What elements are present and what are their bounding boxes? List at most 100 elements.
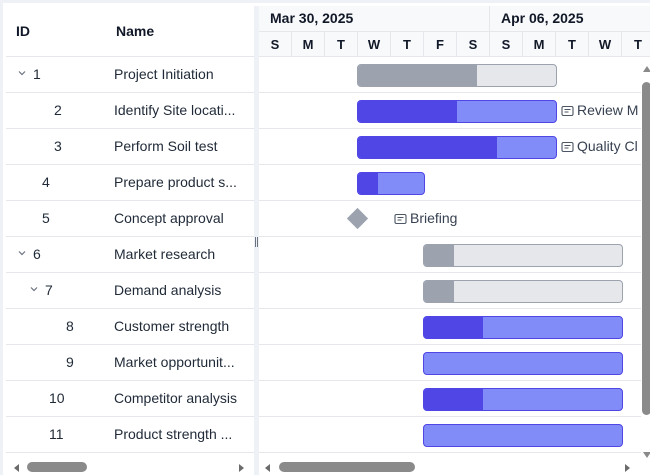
task-name: Customer strength bbox=[114, 318, 230, 334]
timeline-day: S bbox=[259, 32, 292, 57]
task-grid: ID Name 1 Project Initiation 2 Identify Sit… bbox=[6, 6, 254, 475]
task-id: 11 bbox=[49, 426, 64, 442]
task-id: 5 bbox=[42, 210, 50, 226]
table-row[interactable]: 7 Demand analysis bbox=[6, 273, 254, 309]
splitter[interactable] bbox=[254, 6, 259, 475]
chart-row bbox=[259, 417, 641, 453]
chart-row: Briefing bbox=[259, 201, 641, 237]
table-row[interactable]: 4 Prepare product s... bbox=[6, 165, 254, 201]
parent-task-bar[interactable] bbox=[423, 280, 623, 303]
table-row[interactable]: 6 Market research bbox=[6, 237, 254, 273]
note-icon bbox=[561, 140, 574, 153]
task-name: Prepare product s... bbox=[114, 174, 237, 190]
table-row[interactable]: 2 Identify Site locati... bbox=[6, 93, 254, 129]
task-name: Product strength ... bbox=[114, 426, 233, 442]
task-label: Review M bbox=[561, 102, 638, 118]
chart-row bbox=[259, 381, 641, 417]
chart-row bbox=[259, 165, 641, 201]
scroll-down-icon[interactable] bbox=[643, 452, 650, 458]
task-bar[interactable] bbox=[357, 172, 425, 195]
task-bar[interactable] bbox=[423, 424, 623, 447]
timeline-day: S bbox=[457, 32, 490, 57]
task-name: Demand analysis bbox=[114, 282, 222, 298]
task-bar[interactable] bbox=[357, 136, 557, 159]
grid-body: 1 Project Initiation 2 Identify Site locati… bbox=[6, 57, 254, 453]
table-row[interactable]: 10 Competitor analysis bbox=[6, 381, 254, 417]
task-name: Competitor analysis bbox=[114, 390, 237, 406]
timeline-day: W bbox=[589, 32, 622, 57]
timeline-day: T bbox=[325, 32, 358, 57]
parent-task-bar[interactable] bbox=[357, 64, 557, 87]
scroll-left-icon[interactable] bbox=[265, 464, 270, 472]
column-header-name[interactable]: Name bbox=[116, 23, 155, 39]
task-name: Identify Site locati... bbox=[114, 102, 236, 118]
vertical-scroll-thumb[interactable] bbox=[642, 82, 650, 415]
progress-fill bbox=[358, 173, 378, 194]
chart-row bbox=[259, 345, 641, 381]
task-bar[interactable] bbox=[423, 316, 623, 339]
note-icon bbox=[561, 104, 574, 117]
parent-task-bar[interactable] bbox=[423, 244, 623, 267]
task-name: Concept approval bbox=[114, 210, 224, 226]
task-id: 3 bbox=[54, 138, 62, 154]
chart-row bbox=[259, 237, 641, 273]
scroll-up-icon[interactable] bbox=[643, 66, 650, 72]
timeline-day: T bbox=[391, 32, 424, 57]
vertical-scrollbar[interactable] bbox=[641, 57, 650, 465]
task-id: 9 bbox=[66, 354, 74, 370]
table-row[interactable]: 3 Perform Soil test bbox=[6, 129, 254, 165]
chart-row: Quality Cl bbox=[259, 129, 641, 165]
progress-fill bbox=[424, 281, 454, 302]
chevron-down-icon[interactable] bbox=[17, 68, 27, 78]
milestone-diamond[interactable] bbox=[346, 207, 369, 230]
chevron-down-icon[interactable] bbox=[17, 248, 27, 258]
task-bar[interactable] bbox=[423, 388, 623, 411]
task-id: 4 bbox=[42, 174, 50, 190]
task-id: 10 bbox=[49, 390, 65, 406]
scroll-left-icon[interactable] bbox=[14, 464, 19, 472]
note-icon bbox=[394, 212, 407, 225]
chevron-down-icon[interactable] bbox=[29, 284, 39, 294]
task-id: 6 bbox=[33, 246, 41, 262]
chart-row bbox=[259, 273, 641, 309]
task-id: 2 bbox=[54, 102, 62, 118]
progress-fill bbox=[424, 389, 484, 410]
chart-body: Review M Quality Cl Briefing bbox=[259, 57, 641, 453]
timeline-day: T bbox=[556, 32, 589, 57]
task-name: Market opportunit... bbox=[114, 354, 235, 370]
timeline-day: S bbox=[490, 32, 523, 57]
task-bar[interactable] bbox=[357, 100, 557, 123]
table-row[interactable]: 11 Product strength ... bbox=[6, 417, 254, 453]
timeline-week: Mar 30, 2025 bbox=[259, 6, 490, 32]
task-bar[interactable] bbox=[423, 352, 623, 375]
scroll-right-icon[interactable] bbox=[239, 464, 244, 472]
progress-fill bbox=[424, 317, 484, 338]
chart-row bbox=[259, 309, 641, 345]
grid-horizontal-scrollbar[interactable] bbox=[6, 461, 254, 475]
progress-fill bbox=[358, 101, 457, 122]
grid-scroll-thumb[interactable] bbox=[27, 462, 87, 472]
table-row[interactable]: 1 Project Initiation bbox=[6, 57, 254, 93]
task-id: 8 bbox=[66, 318, 74, 334]
table-row[interactable]: 9 Market opportunit... bbox=[6, 345, 254, 381]
chart-row bbox=[259, 57, 641, 93]
table-row[interactable]: 5 Concept approval bbox=[6, 201, 254, 237]
task-id: 7 bbox=[45, 282, 53, 298]
table-row[interactable]: 8 Customer strength bbox=[6, 309, 254, 345]
task-label: Briefing bbox=[394, 210, 457, 226]
task-label-text: Quality Cl bbox=[577, 138, 638, 154]
splitter-grip-icon[interactable] bbox=[254, 237, 259, 247]
progress-fill bbox=[358, 137, 497, 158]
timeline-day: F bbox=[424, 32, 457, 57]
column-header-id[interactable]: ID bbox=[16, 23, 30, 39]
chart-horizontal-scrollbar[interactable] bbox=[259, 461, 641, 475]
progress-fill bbox=[424, 245, 454, 266]
scroll-right-icon[interactable] bbox=[625, 464, 630, 472]
chart-row: Review M bbox=[259, 93, 641, 129]
task-name: Perform Soil test bbox=[114, 138, 218, 154]
chart-scroll-thumb[interactable] bbox=[279, 462, 415, 472]
task-label: Quality Cl bbox=[561, 138, 638, 154]
